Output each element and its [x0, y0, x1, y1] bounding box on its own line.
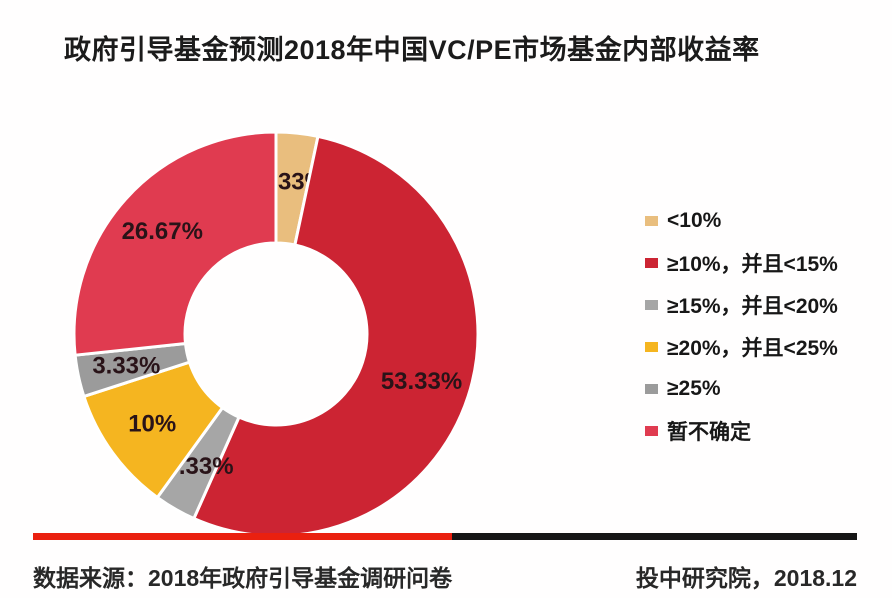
footer-divider — [33, 533, 857, 540]
legend-label: ≥20%，并且<25% — [667, 337, 838, 360]
legend-item: ≥15%，并且<20% — [645, 284, 838, 326]
legend-label: ≥10%，并且<15% — [667, 253, 838, 276]
legend-swatch — [645, 426, 658, 436]
donut-chart: 3.33%53.33%3.33%10%3.33%26.67% — [72, 130, 480, 538]
legend-label: ≥15%，并且<20% — [667, 295, 838, 318]
data-source-text: 数据来源：2018年政府引导基金调研问卷 — [33, 565, 453, 591]
legend-swatch — [645, 258, 658, 268]
slice-value-label: 10% — [128, 410, 176, 437]
chart-title: 政府引导基金预测2018年中国VC/PE市场基金内部收益率 — [64, 35, 760, 65]
legend-item: 暂不确定 — [645, 410, 838, 452]
attribution-text: 投中研究院，2018.12 — [635, 565, 857, 591]
legend-swatch — [645, 342, 658, 352]
legend-label: 暂不确定 — [667, 421, 751, 444]
legend-item: <10% — [645, 200, 838, 242]
divider-red-segment — [33, 533, 452, 540]
legend-swatch — [645, 384, 658, 394]
legend-label: <10% — [667, 209, 722, 232]
legend-item: ≥25% — [645, 368, 838, 410]
legend-swatch — [645, 300, 658, 310]
legend-item: ≥20%，并且<25% — [645, 326, 838, 368]
slice-value-label: 26.67% — [122, 218, 203, 245]
legend-swatch — [645, 216, 658, 226]
slice-value-label: 3.33% — [92, 352, 160, 379]
slice-value-label: 53.33% — [381, 368, 462, 395]
legend-label: ≥25% — [667, 377, 721, 400]
donut-slice — [72, 130, 278, 357]
legend: <10% ≥10%，并且<15% ≥15%，并且<20% ≥20%，并且<25% ≥25… — [645, 200, 838, 452]
divider-black-segment — [452, 533, 857, 540]
legend-item: ≥10%，并且<15% — [645, 242, 838, 284]
